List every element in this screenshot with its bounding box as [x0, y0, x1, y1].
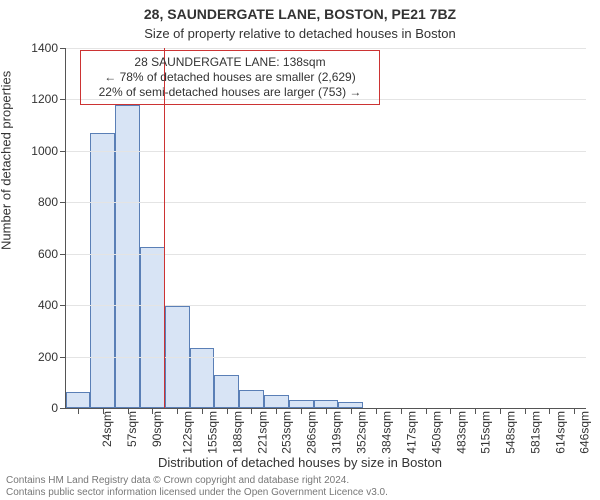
histogram-bar: [66, 392, 90, 408]
x-tick-label: 155sqm: [206, 411, 220, 454]
y-tick: [60, 48, 66, 49]
x-tick: [549, 408, 550, 414]
plot-area: 0200400600800100012001400 24sqm57sqm90sq…: [65, 48, 586, 409]
x-tick: [251, 408, 252, 414]
x-tick: [152, 408, 153, 414]
y-tick-label: 400: [38, 298, 58, 312]
footer-attribution: Contains HM Land Registry data © Crown c…: [6, 475, 388, 498]
x-tick: [426, 408, 427, 414]
annotation-line: 22% of semi-detached houses are larger (…: [89, 85, 371, 100]
y-gridline: [66, 151, 586, 152]
y-gridline: [66, 305, 586, 306]
x-tick-label: 319sqm: [330, 411, 344, 454]
x-tick-label: 90sqm: [150, 411, 164, 447]
annotation-box: 28 SAUNDERGATE LANE: 138sqm← 78% of deta…: [80, 50, 380, 105]
y-tick: [60, 305, 66, 306]
histogram-bar: [239, 390, 264, 408]
y-tick-label: 200: [38, 350, 58, 364]
x-tick: [475, 408, 476, 414]
x-tick-label: 450sqm: [429, 411, 443, 454]
y-tick-label: 600: [38, 247, 58, 261]
x-tick: [177, 408, 178, 414]
x-tick: [500, 408, 501, 414]
x-tick: [227, 408, 228, 414]
x-tick: [351, 408, 352, 414]
x-tick-label: 646sqm: [578, 411, 592, 454]
y-tick: [60, 357, 66, 358]
y-tick: [60, 254, 66, 255]
chart-title-description: Size of property relative to detached ho…: [0, 26, 600, 41]
y-tick-label: 1400: [31, 41, 58, 55]
x-tick: [276, 408, 277, 414]
x-tick: [78, 408, 79, 414]
x-tick-label: 548sqm: [503, 411, 517, 454]
y-axis-label: Number of detached properties: [0, 71, 14, 250]
y-tick: [60, 151, 66, 152]
footer-line-1: Contains HM Land Registry data © Crown c…: [6, 475, 388, 487]
chart-title-address: 28, SAUNDERGATE LANE, BOSTON, PE21 7BZ: [0, 6, 600, 22]
x-tick-label: 122sqm: [181, 411, 195, 454]
annotation-line: 28 SAUNDERGATE LANE: 138sqm: [89, 55, 371, 70]
x-tick-label: 483sqm: [454, 411, 468, 454]
x-tick-label: 253sqm: [280, 411, 294, 454]
y-tick-label: 800: [38, 195, 58, 209]
x-tick: [103, 408, 104, 414]
footer-line-2: Contains public sector information licen…: [6, 487, 388, 499]
x-tick: [301, 408, 302, 414]
y-tick-label: 1000: [31, 144, 58, 158]
y-gridline: [66, 48, 586, 49]
histogram-bar: [289, 400, 313, 408]
x-tick-label: 614sqm: [553, 411, 567, 454]
x-tick: [326, 408, 327, 414]
x-tick: [376, 408, 377, 414]
x-tick: [525, 408, 526, 414]
x-tick: [450, 408, 451, 414]
histogram-bar: [214, 375, 239, 408]
x-tick-label: 188sqm: [231, 411, 245, 454]
x-tick-label: 384sqm: [379, 411, 393, 454]
histogram-bar: [264, 395, 289, 408]
x-tick: [401, 408, 402, 414]
x-tick: [128, 408, 129, 414]
y-gridline: [66, 254, 586, 255]
y-tick: [60, 202, 66, 203]
y-tick-label: 0: [51, 401, 58, 415]
x-tick-label: 581sqm: [528, 411, 542, 454]
histogram-bar: [90, 133, 115, 408]
y-gridline: [66, 357, 586, 358]
x-tick-label: 286sqm: [305, 411, 319, 454]
x-axis-label: Distribution of detached houses by size …: [0, 455, 600, 470]
x-tick-label: 417sqm: [404, 411, 418, 454]
y-tick-label: 1200: [31, 92, 58, 106]
x-tick-label: 515sqm: [478, 411, 492, 454]
annotation-line: ← 78% of detached houses are smaller (2,…: [89, 70, 371, 85]
x-tick-label: 352sqm: [355, 411, 369, 454]
x-tick-label: 57sqm: [125, 411, 139, 447]
x-tick-label: 221sqm: [256, 411, 270, 454]
histogram-bar: [314, 400, 339, 408]
x-tick-label: 24sqm: [100, 411, 114, 447]
histogram-bar: [140, 247, 165, 408]
y-gridline: [66, 202, 586, 203]
x-tick: [574, 408, 575, 414]
y-tick: [60, 99, 66, 100]
y-tick: [60, 408, 66, 409]
x-tick: [202, 408, 203, 414]
